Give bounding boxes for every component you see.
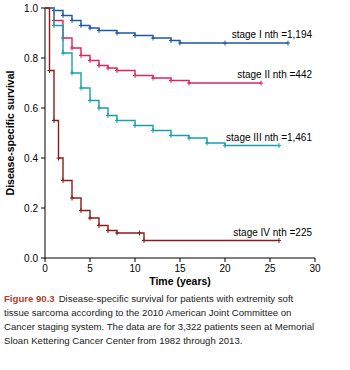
censor-mark bbox=[79, 208, 83, 213]
censor-mark bbox=[79, 23, 83, 28]
censor-mark bbox=[70, 71, 74, 76]
censor-mark bbox=[259, 81, 263, 86]
caption-line: Cancer staging system. The data are for … bbox=[4, 321, 314, 332]
censor-mark bbox=[88, 216, 92, 221]
x-tick-label: 10 bbox=[129, 263, 141, 274]
censor-mark bbox=[88, 26, 92, 31]
x-tick bbox=[90, 258, 91, 262]
censor-mark bbox=[61, 51, 65, 56]
censor-mark bbox=[133, 33, 137, 38]
censor-mark bbox=[286, 41, 290, 46]
censor-mark bbox=[52, 118, 56, 123]
x-tick-label: 20 bbox=[219, 263, 231, 274]
censor-mark bbox=[97, 106, 101, 111]
y-tick bbox=[41, 108, 45, 109]
x-tick-label: 30 bbox=[309, 263, 321, 274]
censor-mark bbox=[169, 78, 173, 83]
caption-text: Cancer staging system. The data are for … bbox=[4, 321, 314, 332]
censor-mark bbox=[151, 76, 155, 81]
censor-mark bbox=[178, 41, 182, 46]
censor-mark bbox=[115, 231, 119, 236]
y-tick bbox=[41, 258, 45, 259]
x-tick-label: 25 bbox=[264, 263, 276, 274]
y-axis-label: Disease-specific survival bbox=[4, 70, 16, 195]
censor-mark bbox=[97, 63, 101, 68]
censor-mark bbox=[88, 98, 92, 103]
censor-mark bbox=[70, 196, 74, 201]
censor-mark bbox=[151, 36, 155, 41]
y-tick-label: 0.0 bbox=[24, 253, 38, 264]
y-tick-label: 0.8 bbox=[24, 53, 38, 64]
caption-text: Disease-specific survival for patients w… bbox=[59, 293, 294, 304]
censor-mark bbox=[277, 143, 281, 148]
censor-mark bbox=[106, 66, 110, 71]
caption-line: Sloan Kettering Cancer Center from 1982 … bbox=[4, 335, 242, 346]
censor-mark bbox=[61, 13, 65, 18]
x-tick bbox=[45, 258, 46, 262]
axes: 0.0 0.2 0.4 0.6 0.8 1.0 0 5 10 15 20 25 30 bbox=[24, 3, 321, 275]
y-tick bbox=[41, 208, 45, 209]
x-axis-label: Time (years) bbox=[149, 275, 211, 287]
x-tick bbox=[270, 258, 271, 262]
x-tick bbox=[180, 258, 181, 262]
censor-mark bbox=[277, 238, 281, 243]
censor-mark bbox=[133, 73, 137, 78]
censor-mark bbox=[142, 238, 146, 243]
censor-mark bbox=[88, 58, 92, 63]
censor-mark bbox=[115, 31, 119, 36]
caption-line: Figure 90.3 Disease-specific survival for… bbox=[4, 293, 294, 304]
x-tick bbox=[135, 258, 136, 262]
censor-mark bbox=[133, 123, 137, 128]
x-tick bbox=[225, 258, 226, 262]
censor-mark bbox=[151, 128, 155, 133]
series-label: stage I nth =1,194 bbox=[232, 29, 313, 40]
x-tick-label: 15 bbox=[174, 263, 186, 274]
censor-mark bbox=[57, 156, 61, 161]
censor-mark bbox=[97, 223, 101, 228]
y-tick-label: 1.0 bbox=[24, 3, 38, 14]
plot-area bbox=[45, 8, 290, 243]
y-tick bbox=[41, 158, 45, 159]
censor-mark bbox=[52, 23, 56, 28]
censor-mark bbox=[187, 81, 191, 86]
y-tick-label: 0.4 bbox=[24, 153, 38, 164]
x-tick-label: 5 bbox=[87, 263, 93, 274]
survival-curve bbox=[45, 8, 261, 83]
y-axis-line bbox=[45, 8, 46, 258]
y-tick-label: 0.2 bbox=[24, 203, 38, 214]
censor-mark bbox=[48, 68, 52, 73]
censor-mark bbox=[115, 68, 119, 73]
y-tick-label: 0.6 bbox=[24, 103, 38, 114]
survival-curve bbox=[45, 8, 279, 241]
y-tick bbox=[41, 58, 45, 59]
censor-mark bbox=[106, 113, 110, 118]
censor-mark bbox=[70, 18, 74, 23]
censor-mark bbox=[223, 41, 227, 46]
caption-label: Figure 90.3 bbox=[4, 293, 55, 304]
censor-mark bbox=[79, 53, 83, 58]
censor-mark bbox=[70, 46, 74, 51]
censor-mark bbox=[138, 231, 142, 236]
caption-line: tissue sarcoma according to the 2010 Ame… bbox=[4, 307, 291, 318]
series-label: stage II nth =442 bbox=[237, 69, 312, 80]
series-label: stage IV nth =225 bbox=[233, 227, 312, 238]
censor-mark bbox=[169, 38, 173, 43]
series-label: stage III nth =1,461 bbox=[226, 132, 312, 143]
censor-mark bbox=[169, 133, 173, 138]
chart: 0.0 0.2 0.4 0.6 0.8 1.0 0 5 10 15 20 25 30 Time (year… bbox=[0, 0, 350, 370]
censor-mark bbox=[79, 86, 83, 91]
censor-mark bbox=[61, 178, 65, 183]
caption-text: tissue sarcoma according to the 2010 Ame… bbox=[4, 307, 291, 318]
censor-mark bbox=[115, 118, 119, 123]
censor-mark bbox=[187, 136, 191, 141]
x-tick bbox=[315, 258, 316, 262]
y-tick bbox=[41, 8, 45, 9]
x-tick-label: 0 bbox=[42, 263, 48, 274]
censor-mark bbox=[205, 141, 209, 146]
caption-text: Sloan Kettering Cancer Center from 1982 … bbox=[4, 335, 242, 346]
censor-mark bbox=[106, 228, 110, 233]
censor-mark bbox=[223, 143, 227, 148]
censor-mark bbox=[97, 28, 101, 33]
